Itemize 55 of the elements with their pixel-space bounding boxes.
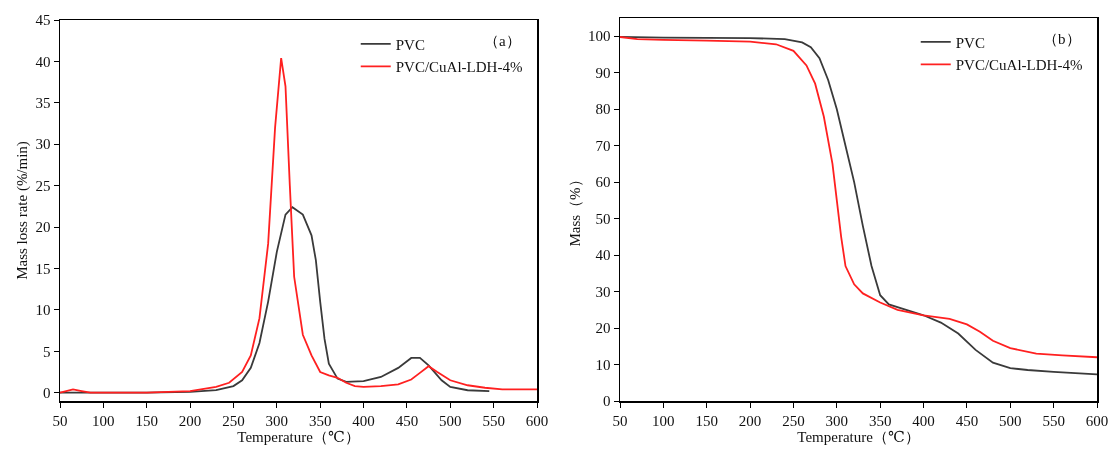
- y-tick-label: 25: [35, 177, 51, 194]
- x-tick-label: 50: [612, 412, 628, 429]
- x-tick-label: 350: [868, 412, 892, 429]
- y-tick-label: 0: [603, 393, 611, 410]
- legend-label: PVC: [955, 34, 985, 51]
- x-tick-label: 500: [999, 412, 1022, 429]
- x-tick-label: 100: [652, 412, 675, 429]
- x-axis-title: Temperature（℃）: [237, 429, 360, 446]
- x-tick-label: 350: [308, 412, 332, 429]
- legend-label: PVC/CuAl-LDH-4%: [955, 57, 1083, 74]
- x-tick-label: 400: [352, 412, 375, 429]
- x-tick-label: 200: [178, 412, 202, 429]
- x-tick-label: 300: [825, 412, 849, 429]
- x-tick-label: 200: [738, 412, 762, 429]
- y-tick-label: 35: [35, 95, 51, 112]
- x-tick-label: 550: [1042, 412, 1065, 429]
- y-tick-label: 0: [43, 384, 51, 401]
- x-tick-label: 100: [92, 412, 115, 429]
- x-tick-label: 600: [525, 412, 549, 429]
- y-tick-label: 80: [595, 101, 611, 118]
- annotation: （b）: [1043, 31, 1081, 47]
- x-axis-title: Temperature（℃）: [797, 429, 920, 446]
- y-tick-label: 40: [595, 247, 611, 264]
- x-tick-label: 450: [395, 412, 419, 429]
- x-tick-label: 250: [782, 412, 805, 429]
- x-tick-label: 300: [265, 412, 289, 429]
- y-tick-label: 30: [35, 136, 51, 153]
- y-tick-label: 60: [595, 174, 611, 191]
- x-tick-label: 550: [482, 412, 505, 429]
- y-tick-label: 100: [588, 28, 611, 45]
- x-tick-label: 450: [955, 412, 979, 429]
- y-tick-label: 10: [35, 302, 51, 319]
- y-tick-label: 20: [595, 320, 611, 337]
- annotation: （a）: [484, 33, 521, 49]
- x-tick-label: 400: [912, 412, 935, 429]
- x-tick-label: 150: [135, 412, 158, 429]
- y-axis-title: Mass loss rate (%/min): [14, 141, 31, 280]
- y-tick-label: 20: [35, 219, 51, 236]
- y-axis-title: Mass（%）: [566, 172, 583, 247]
- x-tick-label: 600: [1085, 412, 1109, 429]
- x-tick-label: 250: [222, 412, 245, 429]
- y-tick-label: 50: [595, 210, 611, 227]
- line-series: [60, 57, 537, 394]
- y-tick-label: 30: [595, 283, 611, 300]
- y-tick-label: 70: [595, 137, 611, 154]
- x-tick-label: 500: [439, 412, 462, 429]
- y-tick-label: 90: [595, 64, 611, 81]
- y-tick-label: 40: [35, 53, 51, 70]
- legend-label: PVC: [395, 36, 425, 53]
- x-tick-label: 150: [695, 412, 718, 429]
- y-tick-label: 15: [35, 260, 51, 277]
- y-tick-label: 45: [35, 12, 51, 29]
- y-tick-label: 5: [43, 343, 51, 360]
- legend-label: PVC/CuAl-LDH-4%: [395, 59, 523, 76]
- y-tick-label: 10: [595, 356, 611, 373]
